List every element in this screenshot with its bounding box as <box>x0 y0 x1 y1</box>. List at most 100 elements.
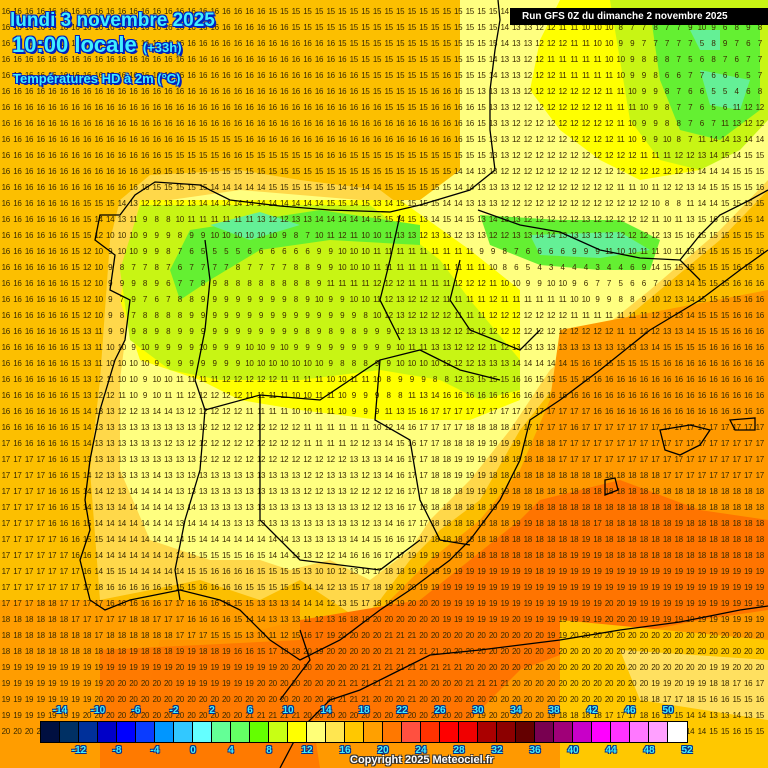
grid-value: 17 <box>732 471 741 480</box>
grid-value: 16 <box>454 391 463 400</box>
grid-value: 6 <box>711 71 716 80</box>
grid-value: 17 <box>94 599 103 608</box>
grid-value: 20 <box>732 663 741 672</box>
grid-value: 16 <box>129 583 138 592</box>
grid-value: 16 <box>442 71 451 80</box>
grid-value: 16 <box>338 103 347 112</box>
grid-value: 18 <box>628 535 637 544</box>
grid-value: 16 <box>36 327 45 336</box>
grid-value: 20 <box>639 647 649 656</box>
grid-value: 12 <box>546 167 556 176</box>
grid-value: 20 <box>396 583 405 592</box>
grid-value: 20 <box>570 647 579 656</box>
grid-value: 11 <box>605 87 613 96</box>
grid-value: 8 <box>664 87 670 96</box>
grid-value: 12 <box>639 167 649 176</box>
grid-value: 16 <box>106 71 115 80</box>
grid-value: 13 <box>581 231 591 240</box>
forecast-time: 10:00 locale (+33h) <box>12 32 182 58</box>
grid-value: 14 <box>129 487 138 496</box>
grid-value: 17 <box>24 455 34 464</box>
grid-value: 12 <box>755 119 765 128</box>
grid-value: 10 <box>616 247 625 256</box>
grid-value: 12 <box>512 327 521 336</box>
grid-value: 12 <box>361 519 370 528</box>
grid-value: 14 <box>454 215 463 224</box>
grid-value: 15 <box>233 551 243 560</box>
grid-value: 19 <box>314 647 324 656</box>
grid-value: 16 <box>744 279 753 288</box>
grid-value: 12 <box>303 471 312 480</box>
grid-value: 4 <box>618 263 623 272</box>
grid-value: 13 <box>686 167 695 176</box>
grid-value: 8 <box>664 55 670 64</box>
grid-value: 17 <box>175 631 185 640</box>
grid-value: 15 <box>349 151 359 160</box>
grid-value: 19 <box>488 615 498 624</box>
grid-value: 15 <box>187 551 196 560</box>
scale-label-bottom: 24 <box>415 745 427 756</box>
grid-value: 9 <box>316 279 322 288</box>
grid-value: 12 <box>639 231 649 240</box>
grid-value: 12 <box>523 311 533 320</box>
grid-value: 17 <box>13 599 22 608</box>
grid-value: 12 <box>616 231 625 240</box>
grid-value: 9 <box>398 375 403 384</box>
grid-value: 10 <box>291 359 301 368</box>
grid-value: 19 <box>651 583 660 592</box>
grid-value: 17 <box>674 455 683 464</box>
grid-value: 19 <box>732 599 741 608</box>
grid-value: 18 <box>106 631 115 640</box>
grid-value: 18 <box>686 487 695 496</box>
grid-value: 11 <box>303 439 312 448</box>
grid-value: 12 <box>535 87 544 96</box>
grid-value: 17 <box>755 679 765 688</box>
grid-value: 17 <box>744 423 753 432</box>
grid-value: 12 <box>488 311 498 320</box>
grid-value: 15 <box>82 231 92 240</box>
grid-value: 15 <box>407 167 417 176</box>
grid-value: 14 <box>349 535 359 544</box>
grid-value: 19 <box>465 615 475 624</box>
grid-value: 16 <box>1 55 11 64</box>
grid-value: 11 <box>547 295 555 304</box>
grid-value: 12 <box>198 455 208 464</box>
grid-value: 11 <box>465 263 474 272</box>
grid-value: 18 <box>720 503 730 512</box>
grid-value: 12 <box>604 231 614 240</box>
grid-value: 17 <box>1 439 11 448</box>
grid-value: 16 <box>13 7 22 16</box>
grid-value: 18 <box>709 503 718 512</box>
grid-value: 19 <box>697 679 707 688</box>
grid-value: 5 <box>746 71 751 80</box>
grid-value: 13 <box>500 359 509 368</box>
grid-value: 14 <box>152 407 161 416</box>
grid-value: 19 <box>500 599 509 608</box>
grid-value: 14 <box>349 199 359 208</box>
grid-value: 15 <box>210 135 219 144</box>
grid-value: 13 <box>175 439 185 448</box>
grid-value: 15 <box>384 23 393 32</box>
grid-value: 15 <box>361 23 370 32</box>
grid-value: 16 <box>245 71 254 80</box>
grid-value: 16 <box>13 391 22 400</box>
scale-label-top: 22 <box>396 705 408 716</box>
grid-value: 15 <box>291 7 301 16</box>
grid-value: 19 <box>164 663 173 672</box>
grid-value: 15 <box>477 7 486 16</box>
grid-value: 17 <box>419 519 428 528</box>
grid-value: 19 <box>523 583 533 592</box>
grid-value: 19 <box>488 599 498 608</box>
grid-value: 16 <box>222 55 231 64</box>
grid-value: 8 <box>676 119 681 128</box>
grid-value: 16 <box>48 151 57 160</box>
grid-value: 11 <box>315 407 323 416</box>
grid-value: 15 <box>477 151 486 160</box>
grid-value: 17 <box>1 487 11 496</box>
grid-value: 19 <box>709 599 718 608</box>
grid-value: 9 <box>595 295 600 304</box>
grid-value: 17 <box>744 439 753 448</box>
grid-value: 8 <box>664 103 670 112</box>
grid-value: 18 <box>465 519 475 528</box>
grid-value: 11 <box>628 311 637 320</box>
